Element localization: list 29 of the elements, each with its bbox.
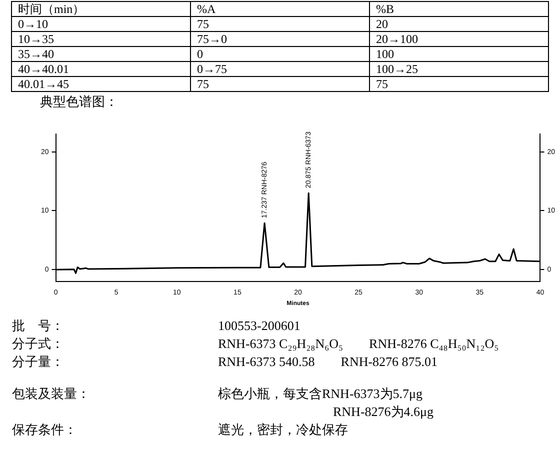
text: 20 <box>370 16 548 32</box>
text: 棕色小瓶，每支含RNH-6373为5.7μg RNH-8276为4.6μg <box>218 386 434 420</box>
text: 20→100 <box>370 32 548 46</box>
text: 分子式： <box>12 336 65 352</box>
chart-title: 典型色谱图： <box>39 93 119 111</box>
text: 批 号： <box>12 318 65 334</box>
text: 0→10 <box>12 16 190 32</box>
text: 保存条件： <box>12 422 78 438</box>
text: 35→40 <box>12 46 190 62</box>
text: 75 <box>370 76 548 92</box>
text: 分子量： <box>12 354 65 370</box>
text: 0→75 <box>190 62 370 76</box>
text: 75 <box>190 76 370 92</box>
text: 时间（min） <box>12 2 190 16</box>
text: %B <box>370 2 548 16</box>
text: 包装及装量： <box>12 386 91 403</box>
text: 40→40.01 <box>12 62 190 76</box>
text: 100 <box>370 46 548 62</box>
text: 100→25 <box>370 62 548 76</box>
text: 0 <box>190 46 370 62</box>
text: %A <box>190 2 370 16</box>
text: 100553-200601 <box>218 318 300 334</box>
text: RNH-6373 540.58 RNH-8276 875.01 <box>218 354 438 370</box>
text: 75 <box>190 16 370 32</box>
text: 40.01→45 <box>12 76 190 92</box>
text: 遮光，密封，冷处保存 <box>218 422 348 438</box>
text: RNH-6373 C₂₉H₂₈N₆O₅ RNH-8276 C₄₈H₅₀N₁₂O₅ <box>218 336 499 352</box>
text: 75→0 <box>190 32 370 46</box>
text: 10→35 <box>12 32 190 46</box>
